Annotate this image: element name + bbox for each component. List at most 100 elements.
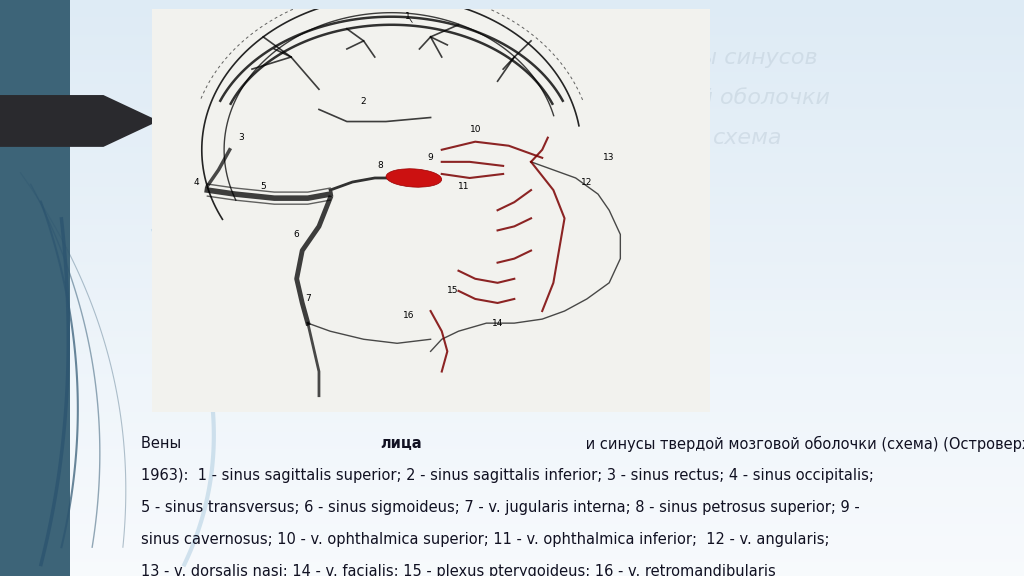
Bar <box>0 12 1024 14</box>
Bar <box>0 150 1024 153</box>
Bar <box>0 158 1024 161</box>
Bar <box>0 176 1024 179</box>
Bar <box>0 213 1024 216</box>
Bar <box>0 26 1024 29</box>
Text: 5: 5 <box>260 181 266 191</box>
Bar <box>0 271 1024 274</box>
Text: 9: 9 <box>428 153 433 162</box>
Bar <box>0 311 1024 314</box>
Bar <box>0 559 1024 562</box>
Bar <box>0 547 1024 550</box>
Bar <box>0 204 1024 207</box>
Bar <box>0 302 1024 305</box>
Bar <box>0 348 1024 351</box>
Bar <box>0 291 1024 294</box>
Bar <box>0 527 1024 530</box>
Bar <box>0 305 1024 308</box>
Bar <box>0 233 1024 236</box>
Bar <box>0 464 1024 467</box>
Bar <box>0 95 1024 98</box>
Text: Вены: Вены <box>141 435 186 450</box>
Bar <box>0 138 1024 141</box>
Text: 2: 2 <box>360 97 367 106</box>
Bar <box>0 127 1024 130</box>
Bar <box>0 412 1024 415</box>
Bar <box>0 49 1024 52</box>
Bar <box>0 536 1024 539</box>
Bar <box>0 124 1024 127</box>
Bar <box>0 556 1024 559</box>
Bar <box>0 409 1024 412</box>
Bar <box>0 161 1024 164</box>
Bar <box>0 366 1024 369</box>
Bar <box>0 66 1024 69</box>
Bar <box>0 256 1024 259</box>
Text: 10: 10 <box>469 125 481 134</box>
Bar <box>0 210 1024 213</box>
Text: мозговой оболочки: мозговой оболочки <box>604 88 829 108</box>
Bar <box>0 423 1024 426</box>
Bar <box>0 513 1024 516</box>
Bar <box>0 406 1024 409</box>
Text: 12: 12 <box>582 177 593 187</box>
Bar <box>0 530 1024 533</box>
Bar <box>0 279 1024 282</box>
Bar <box>0 328 1024 331</box>
Bar <box>0 550 1024 553</box>
Bar <box>0 372 1024 374</box>
Bar <box>0 354 1024 357</box>
Bar <box>0 121 1024 124</box>
Bar <box>0 199 1024 202</box>
Bar <box>0 501 1024 504</box>
Bar <box>0 420 1024 423</box>
Bar <box>0 441 1024 444</box>
Bar <box>0 167 1024 170</box>
Bar <box>0 92 1024 95</box>
Bar <box>0 262 1024 265</box>
Bar <box>0 360 1024 363</box>
Bar <box>0 369 1024 372</box>
Bar <box>0 389 1024 392</box>
Bar <box>0 276 1024 279</box>
Bar <box>0 86 1024 89</box>
Bar <box>0 251 1024 253</box>
Bar <box>0 112 1024 115</box>
Bar <box>0 386 1024 389</box>
Bar <box>0 308 1024 311</box>
Polygon shape <box>0 95 159 147</box>
Bar <box>0 225 1024 228</box>
Bar <box>0 170 1024 173</box>
Text: 16: 16 <box>402 310 414 320</box>
Bar <box>0 320 1024 323</box>
Bar <box>0 156 1024 158</box>
Bar <box>0 207 1024 210</box>
Text: и синусы твердой мозговой оболочки (схема) (Островерхое Г. Е. и соавт.,: и синусы твердой мозговой оболочки (схем… <box>581 435 1024 452</box>
Bar <box>0 37 1024 40</box>
Bar <box>0 253 1024 256</box>
Bar <box>0 6 1024 9</box>
Bar <box>0 259 1024 262</box>
Bar <box>0 294 1024 297</box>
Bar <box>0 29 1024 32</box>
Bar <box>0 245 1024 248</box>
Bar <box>0 239 1024 242</box>
Bar <box>0 374 1024 377</box>
Bar <box>0 17 1024 20</box>
Bar <box>0 337 1024 340</box>
Bar <box>0 228 1024 230</box>
Bar <box>0 449 1024 452</box>
Bar <box>0 3 1024 6</box>
Bar <box>0 573 1024 576</box>
Bar <box>0 202 1024 204</box>
Bar <box>0 132 1024 135</box>
Bar <box>0 40 1024 43</box>
Bar <box>0 147 1024 150</box>
Bar <box>0 323 1024 325</box>
Bar <box>0 300 1024 302</box>
Bar <box>0 141 1024 144</box>
Text: 11: 11 <box>459 181 470 191</box>
Bar <box>0 435 1024 438</box>
Text: Вены синусов: Вены синусов <box>656 48 818 67</box>
Bar <box>0 55 1024 58</box>
Bar <box>0 153 1024 156</box>
